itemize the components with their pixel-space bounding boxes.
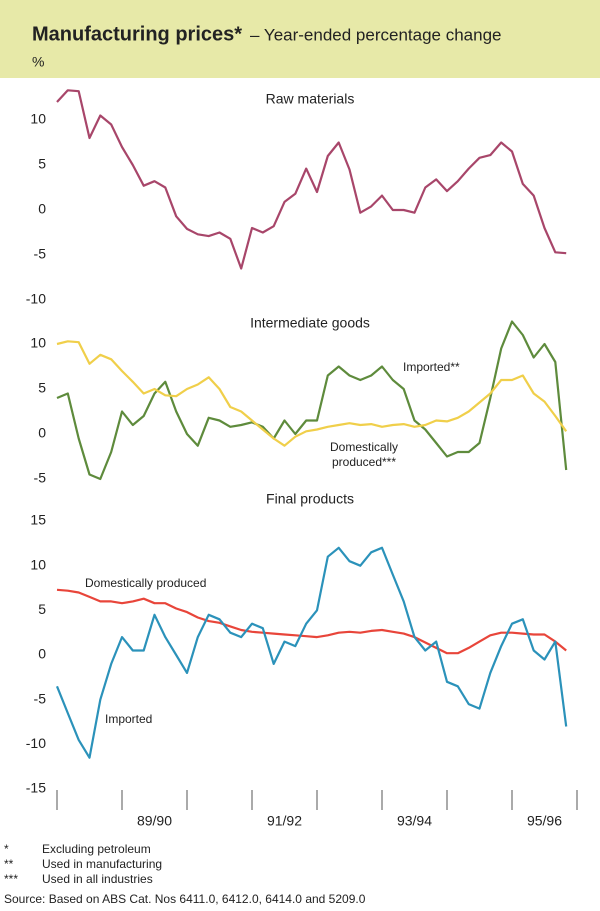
chart-subtitle: – Year-ended percentage change xyxy=(250,25,501,44)
y-tick-label: -5 xyxy=(34,470,47,486)
series-label: Domestically produced xyxy=(85,576,206,590)
panel-title: Raw materials xyxy=(266,91,355,107)
footnote-text: Used in all industries xyxy=(42,872,153,886)
footnote-text: Used in manufacturing xyxy=(42,857,162,871)
y-tick-label: -5 xyxy=(34,246,47,262)
series-label: Imported** xyxy=(403,360,460,374)
y-tick-label: 0 xyxy=(38,425,46,441)
series-line xyxy=(55,546,568,759)
series-label: Imported xyxy=(105,712,152,726)
y-tick-label: 5 xyxy=(38,601,46,617)
chart-title: Manufacturing prices* xyxy=(32,23,242,45)
panel-title: Final products xyxy=(266,491,354,507)
footnote-text: Excluding petroleum xyxy=(42,842,151,856)
y-tick-label: -10 xyxy=(26,735,46,751)
y-tick-label: -15 xyxy=(26,780,46,796)
y-tick-label: 5 xyxy=(38,380,46,396)
x-tick-label: 89/90 xyxy=(137,813,172,829)
panel-title: Intermediate goods xyxy=(250,315,370,331)
y-tick-label: -10 xyxy=(26,291,46,307)
source: Source: Based on ABS Cat. Nos 6411.0, 64… xyxy=(4,892,366,906)
x-tick-label: 95/96 xyxy=(527,813,562,829)
series-line xyxy=(56,89,567,270)
series-line xyxy=(56,340,568,447)
y-tick-label: 10 xyxy=(30,111,46,127)
series-line xyxy=(56,320,568,481)
y-tick-label: 15 xyxy=(30,512,46,528)
footnote-marker: * xyxy=(4,842,9,856)
y-tick-label: 5 xyxy=(38,156,46,172)
series-line xyxy=(56,588,567,655)
series-label: Domestically produced*** xyxy=(329,440,398,469)
y-tick-label: -5 xyxy=(34,690,47,706)
y-tick-label: 10 xyxy=(30,335,46,351)
y-tick-label: 0 xyxy=(38,201,46,217)
footnote-marker: ** xyxy=(4,857,14,871)
footnote-marker: *** xyxy=(4,872,18,886)
x-tick-label: 93/94 xyxy=(397,813,432,829)
y-unit: % xyxy=(32,54,44,70)
y-tick-label: 0 xyxy=(38,646,46,662)
x-tick-label: 91/92 xyxy=(267,813,302,829)
y-tick-label: 10 xyxy=(30,556,46,572)
series-label-box: Domestically produced*** xyxy=(329,440,398,469)
header-band xyxy=(0,0,600,78)
